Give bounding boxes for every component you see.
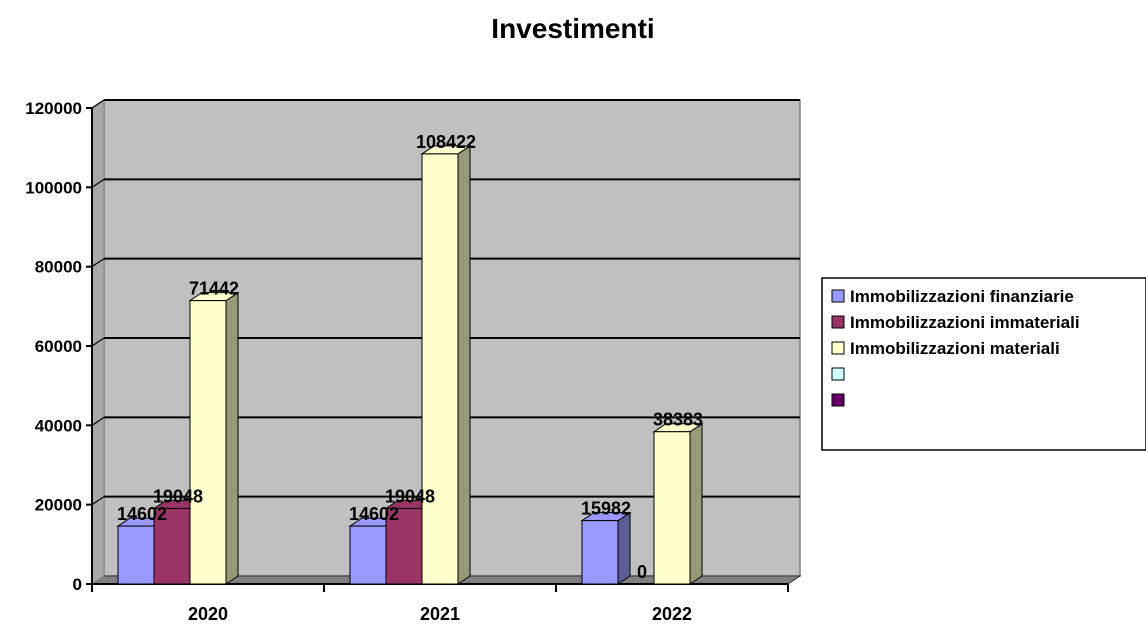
bar	[653, 431, 691, 585]
x-tick-label: 2020	[188, 604, 228, 624]
y-tick-label: 0	[73, 575, 82, 594]
bar-side	[225, 291, 239, 585]
legend-label: Immobilizzazioni immateriali	[850, 313, 1080, 332]
chart-title: Investimenti	[491, 13, 654, 44]
data-label: 14602	[117, 504, 167, 524]
bar-side	[617, 511, 631, 585]
bar-side	[457, 144, 471, 585]
bars	[116, 144, 704, 585]
y-tick-label: 20000	[35, 496, 82, 515]
data-labels: 1460219048714421460219048108422159820383…	[117, 132, 703, 582]
bar	[349, 525, 387, 585]
y-tick-label: 80000	[35, 258, 82, 277]
gridline-side	[91, 258, 105, 268]
gridline-side	[91, 178, 105, 188]
data-label: 19048	[153, 486, 203, 506]
bar	[117, 525, 155, 585]
data-label: 19048	[385, 486, 435, 506]
legend-swatch	[831, 393, 845, 407]
gridline-side	[91, 337, 105, 347]
legend-swatch	[831, 289, 845, 303]
y-tick-label: 120000	[25, 99, 82, 118]
bar	[385, 507, 423, 585]
data-label: 15982	[581, 499, 631, 519]
data-label: 38383	[653, 410, 703, 430]
bar-side	[689, 422, 703, 585]
legend-label: Immobilizzazioni materiali	[850, 339, 1060, 358]
legend-label: Immobilizzazioni finanziarie	[850, 287, 1074, 306]
data-label: 14602	[349, 504, 399, 524]
x-tick-label: 2022	[652, 604, 692, 624]
data-label: 71442	[189, 279, 239, 299]
legend-box	[821, 277, 1146, 451]
legend-swatch	[831, 315, 845, 329]
x-tick-label: 2021	[420, 604, 460, 624]
y-tick-label: 100000	[25, 178, 82, 197]
y-tick-label: 60000	[35, 337, 82, 356]
legend-swatch	[831, 341, 845, 355]
y-tick-label: 40000	[35, 416, 82, 435]
legend: Immobilizzazioni finanziarie Immobilizzaz…	[821, 277, 1146, 451]
legend-swatch	[831, 367, 845, 381]
data-label: 108422	[416, 132, 476, 152]
bar	[421, 153, 459, 585]
gridline-side	[91, 416, 105, 426]
bar	[153, 507, 191, 585]
data-label: 0	[637, 562, 647, 582]
bar	[581, 520, 619, 585]
gridline-side	[91, 496, 105, 506]
bar	[189, 300, 227, 585]
gridline-side	[91, 99, 105, 109]
